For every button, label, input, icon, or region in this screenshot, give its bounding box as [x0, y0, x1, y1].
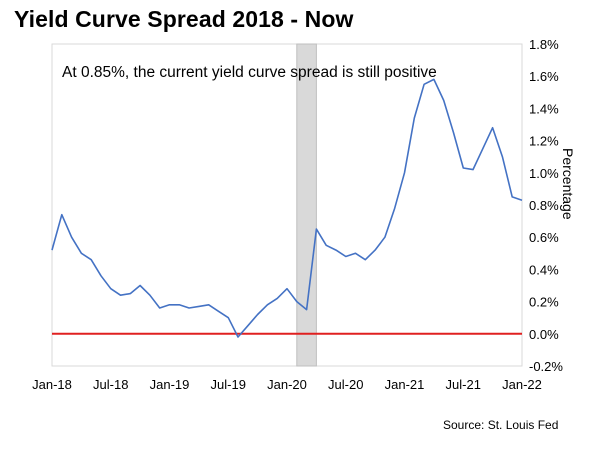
y-tick-label: -0.2%: [529, 359, 563, 374]
x-tick-label: Jan-20: [267, 377, 307, 392]
x-tick-label: Jul-21: [446, 377, 481, 392]
y-tick-label: 0.4%: [529, 262, 559, 277]
x-tick-label: Jan-21: [385, 377, 425, 392]
y-tick-label: 0.2%: [529, 295, 559, 310]
x-tick-label: Jul-20: [328, 377, 363, 392]
x-tick-label: Jan-18: [32, 377, 72, 392]
y-tick-label: 0.0%: [529, 327, 559, 342]
plot-area: [51, 43, 523, 367]
y-tick-label: 0.8%: [529, 198, 559, 213]
y-tick-label: 1.0%: [529, 166, 559, 181]
y-axis-ticks: 1.8% 1.6% 1.4% 1.2% 1.0% 0.8% 0.6% 0.4% 0.2% 0.0%…: [529, 37, 563, 374]
recession-band: [296, 43, 317, 367]
chart-annotation: At 0.85%, the current yield curve spread…: [62, 64, 437, 81]
y-tick-label: 1.2%: [529, 134, 559, 149]
y-tick-label: 0.6%: [529, 230, 559, 245]
y-tick-label: 1.8%: [529, 37, 559, 52]
x-axis-ticks: Jan-18 Jul-18 Jan-19 Jul-19 Jan-20 Jul-20 Jan-…: [32, 377, 542, 392]
chart-title: Yield Curve Spread 2018 - Now: [14, 6, 354, 32]
x-tick-label: Jan-19: [150, 377, 190, 392]
series-line: [51, 78, 523, 338]
series-group: [51, 78, 523, 338]
source-note: Source: St. Louis Fed: [443, 418, 559, 432]
x-tick-label: Jul-18: [93, 377, 128, 392]
y-tick-label: 1.6%: [529, 69, 559, 84]
x-tick-label: Jan-22: [502, 377, 542, 392]
y-axis-label: Percentage: [560, 148, 576, 220]
x-tick-label: Jul-19: [211, 377, 246, 392]
y-tick-label: 1.4%: [529, 101, 559, 116]
